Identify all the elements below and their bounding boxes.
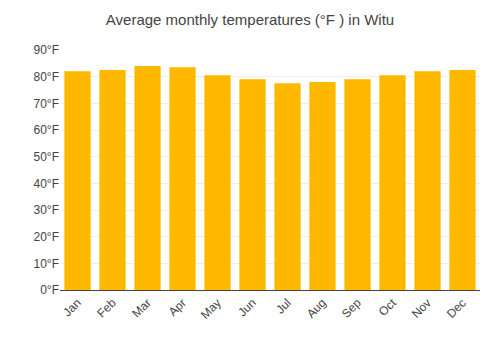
svg-text:Sep: Sep: [339, 296, 364, 321]
svg-text:50°F: 50°F: [34, 150, 59, 164]
svg-text:0°F: 0°F: [40, 283, 59, 297]
svg-text:90°F: 90°F: [34, 43, 59, 57]
svg-text:Jun: Jun: [235, 296, 259, 320]
svg-text:Feb: Feb: [94, 296, 119, 321]
svg-text:Average monthly temperatures (: Average monthly temperatures (°F ) in Wi…: [106, 11, 394, 28]
svg-text:Dec: Dec: [444, 296, 469, 321]
svg-text:20°F: 20°F: [34, 230, 59, 244]
svg-text:Oct: Oct: [376, 295, 400, 319]
svg-text:70°F: 70°F: [34, 97, 59, 111]
svg-text:Mar: Mar: [129, 296, 154, 321]
svg-text:May: May: [198, 296, 224, 322]
svg-text:40°F: 40°F: [34, 177, 59, 191]
svg-text:10°F: 10°F: [34, 257, 59, 271]
svg-text:Aug: Aug: [304, 296, 329, 321]
svg-text:Nov: Nov: [409, 296, 434, 321]
svg-text:Jul: Jul: [273, 296, 294, 317]
svg-text:80°F: 80°F: [34, 70, 59, 84]
svg-text:30°F: 30°F: [34, 203, 59, 217]
svg-text:Jan: Jan: [60, 296, 84, 320]
svg-text:60°F: 60°F: [34, 123, 59, 137]
svg-text:Apr: Apr: [166, 296, 189, 319]
